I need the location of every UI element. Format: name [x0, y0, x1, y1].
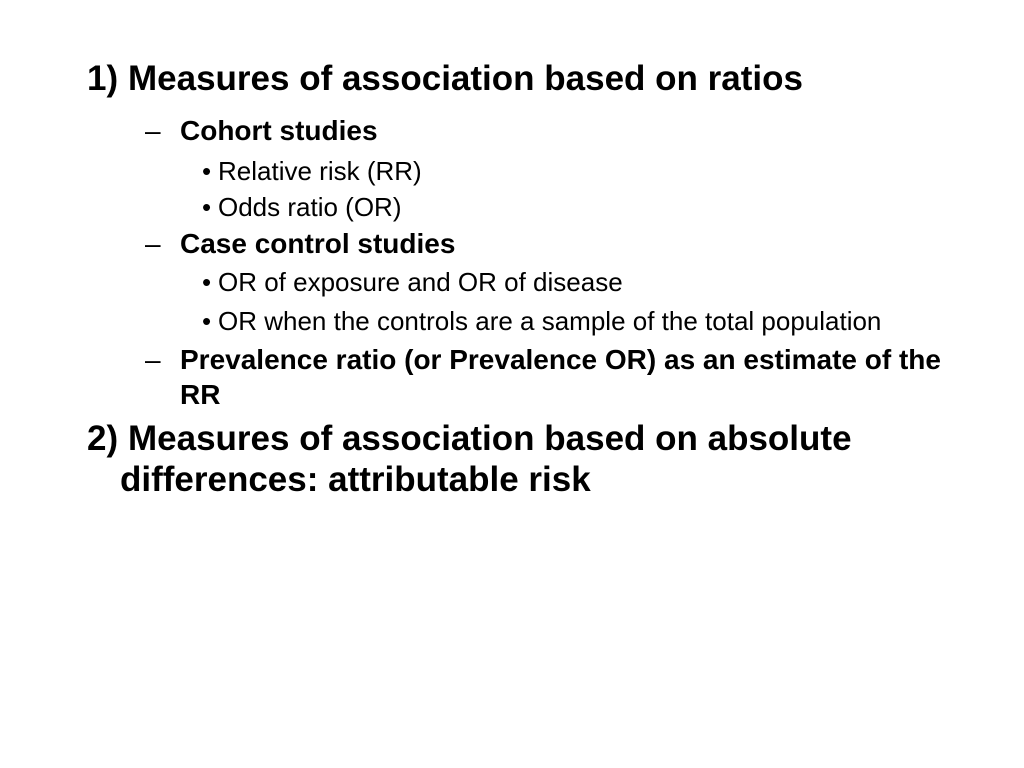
outline-item-prevalence-ratio: – Prevalence ratio (or Prevalence OR) as … — [145, 342, 950, 412]
outline-item-relative-risk: • Relative risk (RR) — [202, 156, 978, 187]
outline-item-text: OR of exposure and OR of disease — [218, 267, 623, 297]
outline-item-text: Cohort studies — [180, 115, 378, 146]
outline-item-odds-ratio: • Odds ratio (OR) — [202, 192, 978, 223]
bullet-marker: • — [202, 306, 212, 336]
outline-item-text: Measures of association based on absolut… — [120, 419, 852, 499]
bullet-marker: • — [202, 267, 212, 297]
outline-item-or-exposure-disease: • OR of exposure and OR of disease — [202, 267, 978, 298]
list-number-marker: 1) — [87, 59, 119, 98]
outline-item-text: Prevalence ratio (or Prevalence OR) as a… — [180, 344, 941, 410]
outline-item-case-control-studies: – Case control studies — [145, 226, 950, 261]
bullet-marker: • — [202, 192, 212, 222]
outline-item-text: Odds ratio (OR) — [218, 192, 402, 222]
outline-item-or-controls-sample: • OR when the controls are a sample of th… — [202, 306, 978, 337]
dash-marker: – — [145, 344, 161, 375]
outline-item-cohort-studies: – Cohort studies — [145, 113, 950, 148]
outline-item-1: 1) Measures of association based on ratio… — [87, 58, 910, 99]
dash-marker: – — [145, 115, 161, 146]
outline-item-text: Relative risk (RR) — [218, 156, 422, 186]
outline-item-text: Measures of association based on ratios — [128, 59, 803, 98]
list-number-marker: 2) — [87, 419, 119, 458]
outline-item-text: OR when the controls are a sample of the… — [218, 306, 882, 336]
outline-item-2: 2) Measures of association based on absol… — [87, 418, 910, 500]
bullet-marker: • — [202, 156, 212, 186]
dash-marker: – — [145, 228, 161, 259]
outline-item-text: Case control studies — [180, 228, 456, 259]
